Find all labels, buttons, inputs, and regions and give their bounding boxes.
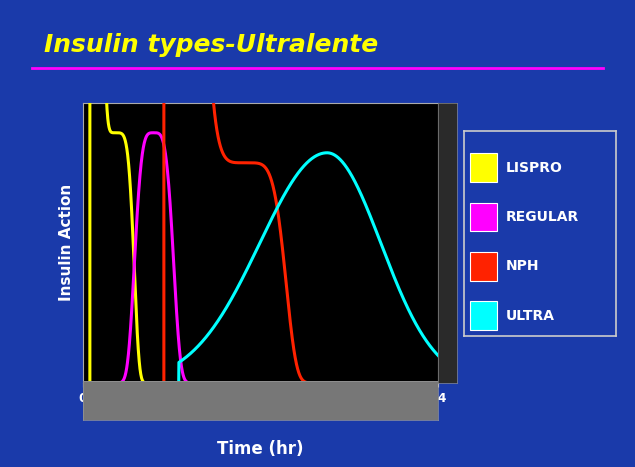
Text: LISPRO: LISPRO (506, 161, 563, 175)
Y-axis label: Insulin Action: Insulin Action (59, 184, 74, 302)
Text: Insulin types-Ultralente: Insulin types-Ultralente (44, 33, 378, 57)
Bar (470, 301, 497, 330)
Text: Time (hr): Time (hr) (217, 439, 304, 458)
Text: ULTRA: ULTRA (506, 309, 555, 323)
Bar (470, 203, 497, 232)
Bar (470, 252, 497, 281)
Text: NPH: NPH (506, 259, 540, 273)
Text: REGULAR: REGULAR (506, 210, 580, 224)
Bar (470, 153, 497, 182)
